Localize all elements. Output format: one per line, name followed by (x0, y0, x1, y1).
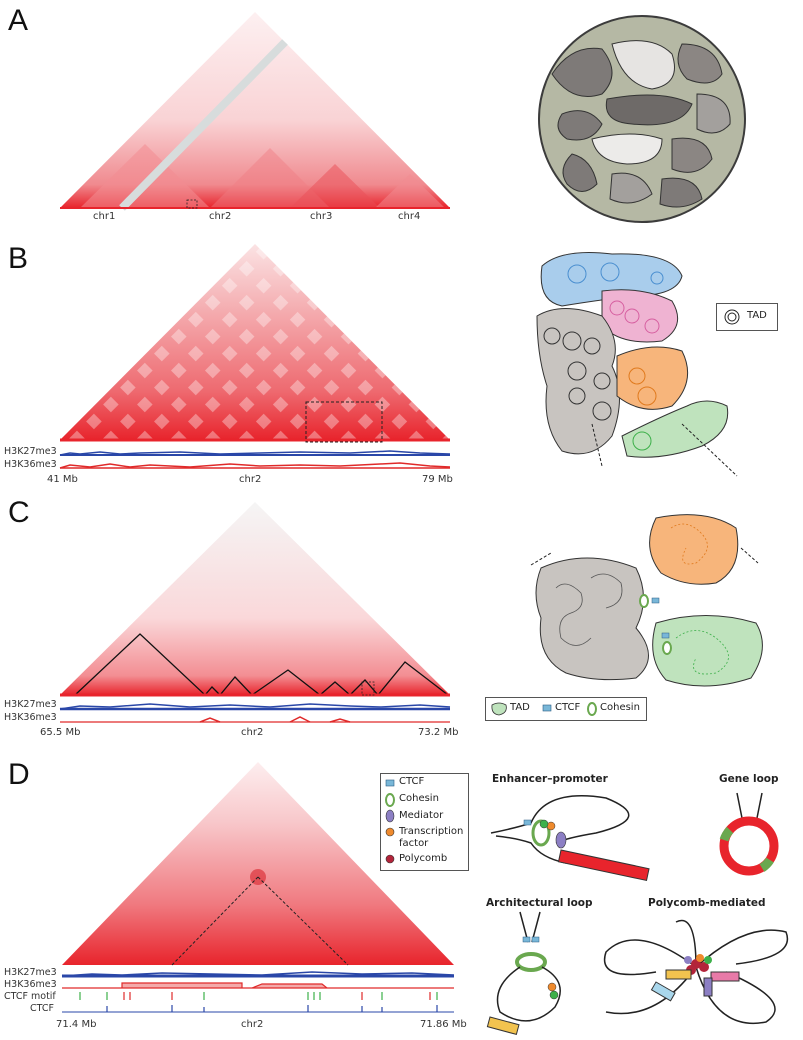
tad-swatch-icon (491, 702, 507, 716)
panel-d-track-label-h3k27me3: H3K27me3 (4, 967, 57, 978)
panel-d-track-label-ctcf-motif: CTCF motif (4, 991, 56, 1002)
panel-d-hic-triangle (62, 762, 454, 966)
panel-d-legend-tf-line1: Transcription (399, 826, 464, 837)
panel-b-track-label-h3k27me3: H3K27me3 (4, 446, 57, 457)
panel-c-h3k27me3-track (59, 703, 451, 711)
tad-loop-zoom-illustration (530, 514, 763, 687)
panel-a-label: A (8, 4, 29, 37)
panel-d-h3k36me3-track (62, 982, 454, 989)
panel-c-start-coordinate: 65.5 Mb (40, 727, 81, 738)
panel-c-track-label-h3k27me3: H3K27me3 (4, 699, 57, 710)
panel-d-end-coordinate: 71.86 Mb (420, 1019, 467, 1030)
panel-c-hic-triangle (60, 502, 450, 697)
panel-c-legend: TAD CTCF Cohesin (485, 697, 647, 721)
panel-d-ctcf-track (62, 1005, 454, 1013)
tad-legend: TAD (716, 303, 778, 331)
panel-b-h3k27me3-track (59, 450, 451, 456)
cohesin-icon (587, 702, 597, 716)
chr2-label: chr2 (209, 211, 232, 222)
panel-d-label: D (8, 758, 30, 791)
panel-d-legend: CTCF Cohesin Mediator Transcription fact… (380, 773, 469, 871)
enhancer-promoter-title: Enhancer–promoter (492, 773, 608, 785)
ctcf-icon (542, 704, 552, 712)
panel-c-legend-ctcf: CTCF (555, 702, 581, 713)
panel-b-label: B (8, 242, 29, 275)
panel-d-track-label-h3k36me3: H3K36me3 (4, 979, 57, 990)
panel-d-legend-tf-line2: factor (399, 838, 429, 849)
tad-clusters-illustration (536, 252, 738, 477)
chr3-label: chr3 (310, 211, 333, 222)
gene-loop-diagram (719, 792, 779, 876)
panel-d-track-label-ctcf: CTCF (30, 1003, 54, 1014)
polycomb-icon (385, 854, 395, 864)
panel-d-legend-mediator: Mediator (399, 810, 444, 821)
cohesin-icon (385, 793, 395, 807)
ctcf-icon (385, 779, 395, 787)
panel-d-chromosome: chr2 (241, 1019, 264, 1030)
panel-b-track-label-h3k36me3: H3K36me3 (4, 459, 57, 470)
panel-c-legend-tad: TAD (510, 702, 530, 713)
tad-coil-icon (724, 309, 740, 325)
panel-b-h3k36me3-track (59, 462, 451, 469)
panel-c-end-coordinate: 73.2 Mb (418, 727, 459, 738)
transcription-factor-icon (385, 827, 395, 837)
panel-c-label: C (8, 496, 30, 529)
panel-c-h3k36me3-track (60, 716, 450, 723)
architectural-loop-diagram (486, 911, 561, 1036)
chr1-label: chr1 (93, 211, 116, 222)
nucleus-territories-illustration (538, 15, 746, 223)
panel-d-legend-cohesin: Cohesin (399, 793, 439, 804)
architectural-loop-title: Architectural loop (486, 897, 593, 909)
panel-d-start-coordinate: 71.4 Mb (56, 1019, 97, 1030)
polycomb-mediated-loop-diagram (603, 919, 789, 1024)
panel-c-legend-cohesin: Cohesin (600, 702, 640, 713)
panel-b-end-coordinate: 79 Mb (422, 474, 453, 485)
panel-d-legend-polycomb: Polycomb (399, 853, 448, 864)
panel-d-h3k27me3-track (61, 971, 455, 978)
enhancer-promoter-loop-diagram (490, 795, 650, 882)
gene-loop-title: Gene loop (719, 773, 779, 785)
panel-d-legend-ctcf: CTCF (399, 776, 425, 787)
panel-b-start-coordinate: 41 Mb (47, 474, 78, 485)
mediator-icon (385, 809, 395, 823)
tad-legend-label: TAD (747, 310, 767, 321)
panel-c-chromosome: chr2 (241, 727, 264, 738)
panel-b-chromosome: chr2 (239, 474, 262, 485)
polycomb-mediated-title: Polycomb-mediated (648, 897, 766, 909)
panel-c-track-label-h3k36me3: H3K36me3 (4, 712, 57, 723)
panel-b-hic-triangle (60, 244, 450, 443)
panel-d-ctcf-motif-track (79, 992, 438, 1000)
panel-a-hic-triangle (60, 12, 450, 211)
chr4-label: chr4 (398, 211, 421, 222)
